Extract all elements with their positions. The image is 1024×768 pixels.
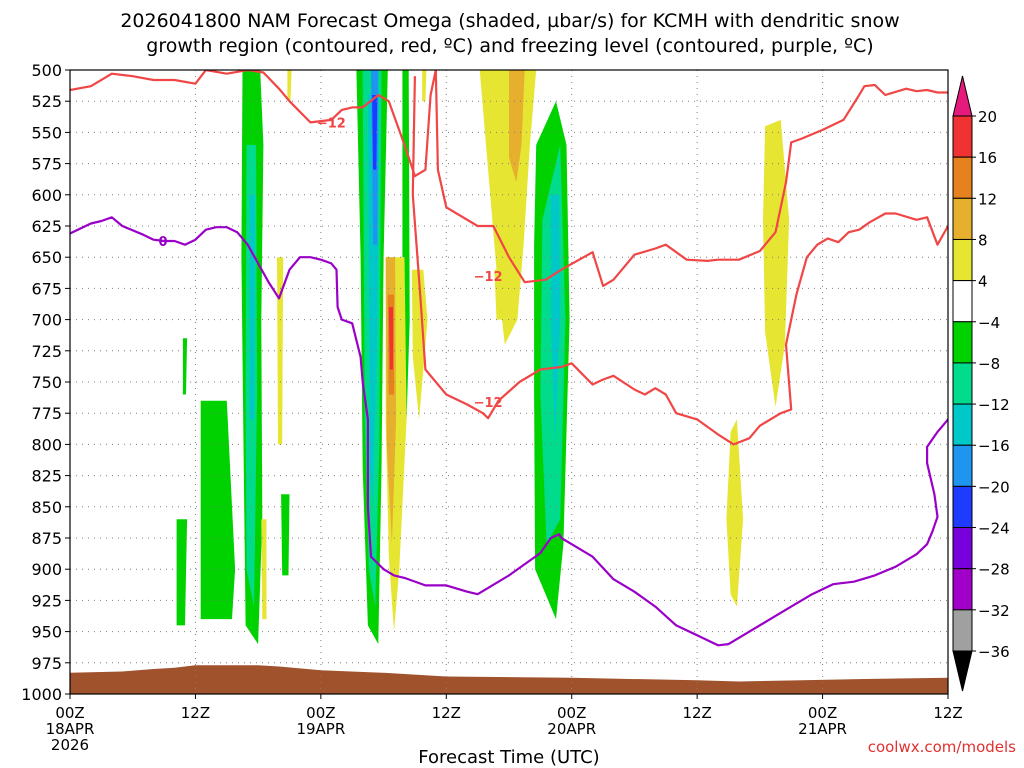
omega-region-16 xyxy=(287,70,292,102)
x-tick-label-4-1: 20APR xyxy=(547,720,596,738)
colorbar-label-1: 16 xyxy=(978,149,997,167)
y-tick-label-7: 675 xyxy=(31,279,62,298)
y-tick-label-5: 625 xyxy=(31,217,62,236)
x-tick-label-0-2: 2026 xyxy=(51,736,89,754)
dgz-contour-1 xyxy=(434,70,948,287)
y-tick-label-8: 700 xyxy=(31,311,62,330)
omega-region-25 xyxy=(726,419,744,607)
y-tick-label-0: 500 xyxy=(31,61,62,80)
omega-region-24 xyxy=(763,119,790,408)
y-tick-label-10: 750 xyxy=(31,373,62,392)
colorbar-bin-7 xyxy=(952,362,973,405)
colorbar-label-5: −4 xyxy=(978,314,1000,332)
freezing-contour-0 xyxy=(70,216,948,647)
y-tick-label-20: 1000 xyxy=(21,685,62,704)
dgz-contour-0 xyxy=(70,70,437,178)
colorbar-bin-9 xyxy=(952,444,973,487)
omega-region-1 xyxy=(200,400,236,620)
colorbar-label-10: −24 xyxy=(978,520,1010,538)
omega-region-20 xyxy=(411,269,428,420)
omega-region-22 xyxy=(479,70,537,345)
colorbar-bin-4 xyxy=(952,238,973,282)
omega-region-3 xyxy=(182,338,188,395)
dgz-contour-2 xyxy=(411,76,948,446)
y-tick-label-14: 850 xyxy=(31,498,62,517)
x-tick-label-0-1: 18APR xyxy=(46,720,95,738)
omega-region-21 xyxy=(422,70,427,102)
colorbar-bin-12 xyxy=(952,568,973,611)
y-tick-label-15: 875 xyxy=(31,529,62,548)
y-tick-label-3: 575 xyxy=(31,155,62,174)
colorbar-label-9: −20 xyxy=(978,478,1010,496)
omega-region-23 xyxy=(494,269,503,320)
chart-title-line-2: growth region (contoured, red, ºC) and f… xyxy=(146,35,873,57)
colorbar-bin-6 xyxy=(952,321,973,364)
omega-region-13 xyxy=(550,194,561,445)
y-tick-label-19: 975 xyxy=(31,654,62,673)
colorbar-label-3: 8 xyxy=(978,231,988,249)
x-tick-label-3-0: 12Z xyxy=(432,704,461,722)
dgz-contour-2-label: −12 xyxy=(474,396,503,411)
y-tick-label-9: 725 xyxy=(31,342,62,361)
y-tick-label-17: 925 xyxy=(31,591,62,610)
y-tick-label-18: 950 xyxy=(31,623,62,642)
x-tick-label-5-0: 12Z xyxy=(682,704,711,722)
colorbar-bin-10 xyxy=(952,485,973,529)
omega-region-4 xyxy=(281,494,290,576)
y-tick-label-1: 525 xyxy=(31,92,62,111)
colorbar-label-2: 12 xyxy=(978,190,997,208)
omega-region-27 xyxy=(509,70,525,183)
colorbar-label-6: −8 xyxy=(978,355,1000,373)
y-tick-label-2: 550 xyxy=(31,123,62,142)
y-tick-label-6: 650 xyxy=(31,248,62,267)
colorbar-bin-3 xyxy=(952,197,973,240)
colorbar-label-0: 20 xyxy=(978,108,997,126)
y-tick-label-4: 600 xyxy=(31,186,62,205)
x-tick-label-6-1: 21APR xyxy=(798,720,847,738)
colorbar-bin-13 xyxy=(952,609,973,652)
omega-region-2 xyxy=(176,519,188,626)
terrain-fill xyxy=(70,665,948,694)
omega-region-18 xyxy=(261,519,267,620)
x-tick-label-2-0: 00Z xyxy=(306,704,335,722)
dgz-contour-1-label: −12 xyxy=(474,270,503,285)
colorbar-bin-8 xyxy=(952,403,973,446)
omega-region-15 xyxy=(372,95,378,170)
colorbar-bottom-arrow xyxy=(952,650,973,692)
contour-lines: −12 −12 −12 0 xyxy=(70,70,948,647)
omega-region-29 xyxy=(388,307,393,370)
chart-title-line-1: 2026041800 NAM Forecast Omega (shaded, µ… xyxy=(120,10,899,32)
x-tick-label-2-1: 19APR xyxy=(296,720,345,738)
x-tick-label-7-0: 12Z xyxy=(933,704,962,722)
x-tick-label-0-0: 00Z xyxy=(55,704,84,722)
grid-lines xyxy=(70,70,948,694)
credit-text[interactable]: coolwx.com/models xyxy=(868,738,1016,756)
colorbar-label-8: −16 xyxy=(978,437,1010,455)
colorbar: 20 16 12 8 4 −4 −8 −12 −16 −20 −24 −28 −32 −36 xyxy=(952,75,1010,692)
colorbar-label-13: −36 xyxy=(978,643,1010,661)
y-tick-label-13: 825 xyxy=(31,467,62,486)
colorbar-bin-11 xyxy=(952,527,973,570)
colorbar-label-4: 4 xyxy=(978,273,988,291)
colorbar-bin-5 xyxy=(952,280,973,323)
colorbar-label-12: −32 xyxy=(978,602,1010,620)
x-axis-label: Forecast Time (UTC) xyxy=(418,747,599,768)
y-tick-label-16: 900 xyxy=(31,560,62,579)
x-tick-label-6-0: 00Z xyxy=(808,704,837,722)
y-axis-ticks: 500 525 550 575 600 625 650 675 700 725 750 775 800 8… xyxy=(21,61,70,704)
y-tick-label-12: 800 xyxy=(31,435,62,454)
x-tick-label-4-0: 00Z xyxy=(557,704,586,722)
y-tick-label-11: 775 xyxy=(31,404,62,423)
freezing-contour-0-label: 0 xyxy=(159,235,168,250)
dgz-contour-0-label: −12 xyxy=(317,116,346,131)
x-tick-label-1-0: 12Z xyxy=(181,704,210,722)
colorbar-label-11: −28 xyxy=(978,561,1010,579)
colorbar-bin-2 xyxy=(952,156,973,199)
colorbar-bin-1 xyxy=(952,115,973,158)
ground-surface xyxy=(70,665,948,694)
colorbar-label-7: −12 xyxy=(978,396,1010,414)
